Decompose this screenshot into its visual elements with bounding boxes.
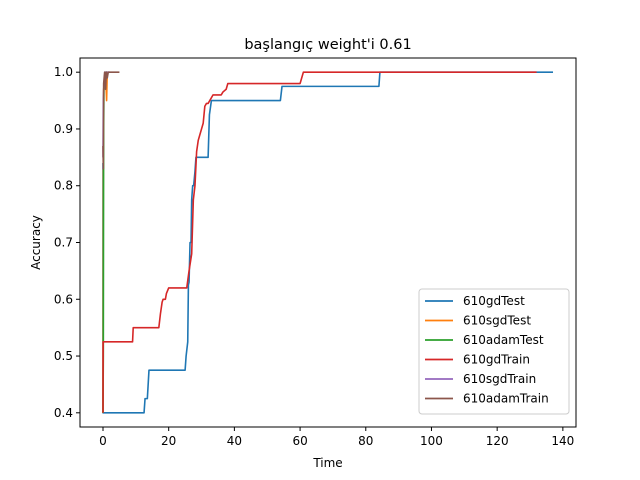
legend-label: 610adamTest	[463, 333, 544, 347]
y-tick-label: 0.6	[54, 292, 73, 306]
y-tick-label: 0.5	[54, 349, 73, 363]
x-tick-label: 80	[358, 434, 373, 448]
y-tick-label: 0.4	[54, 406, 73, 420]
y-axis: 0.4 0.5 0.6 0.7 0.8 0.9 1.0	[54, 65, 80, 420]
y-tick-label: 0.7	[54, 236, 73, 250]
legend-label: 610gdTrain	[463, 353, 530, 367]
x-tick-label: 40	[227, 434, 242, 448]
x-tick-label: 20	[161, 434, 176, 448]
legend-label: 610sgdTest	[463, 314, 531, 328]
series-line-610adamTrain	[102, 71, 120, 170]
x-tick-label: 140	[551, 434, 574, 448]
x-axis-title: Time	[312, 456, 342, 470]
chart-title: başlangıç weight'i 0.61	[244, 37, 411, 53]
x-tick-label: 120	[486, 434, 509, 448]
series-line-610gdTrain	[102, 71, 537, 413]
legend-label: 610sgdTrain	[463, 372, 536, 386]
x-tick-label: 0	[99, 434, 107, 448]
x-tick-label: 60	[292, 434, 307, 448]
legend: 610gdTest 610sgdTest 610adamTest 610gdTrain…	[418, 288, 570, 415]
y-tick-label: 1.0	[54, 65, 73, 79]
x-axis: 0 20 40 60 80 100 120 140	[99, 427, 574, 448]
legend-label: 610gdTest	[463, 294, 525, 308]
y-tick-label: 0.8	[54, 179, 73, 193]
y-axis-title: Accuracy	[29, 215, 43, 270]
x-tick-label: 100	[420, 434, 443, 448]
plot-lines	[102, 71, 554, 414]
legend-label: 610adamTrain	[463, 392, 549, 406]
legend-box	[418, 288, 570, 415]
series-line-610gdTest	[102, 71, 554, 414]
y-tick-label: 0.9	[54, 122, 73, 136]
